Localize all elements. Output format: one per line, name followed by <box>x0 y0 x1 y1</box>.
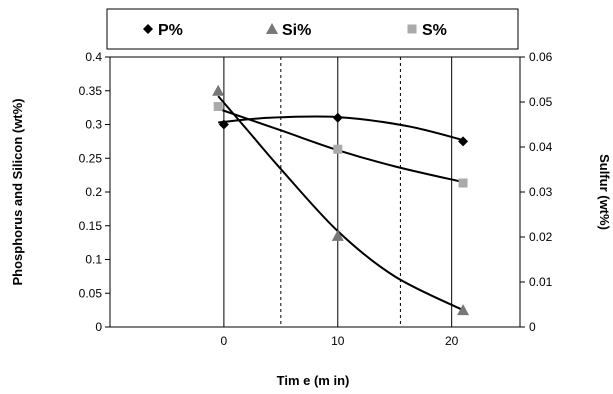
left-tick-label: 0.35 <box>79 84 103 98</box>
left-tick-label: 0.05 <box>79 286 103 300</box>
y2-axis-title: Sulfur (wt%) <box>597 154 612 230</box>
left-tick-label: 0.1 <box>85 253 102 267</box>
series-1-point <box>458 136 469 147</box>
legend: P% Si% S% <box>106 8 519 50</box>
series-2-line <box>217 95 464 312</box>
series-2-point <box>212 84 225 96</box>
left-axis-ticks: 0 0.05 0.1 0.15 0.2 0.25 0.3 0.35 0.4 <box>79 50 110 334</box>
left-tick-label: 0 <box>95 320 102 334</box>
x-tick-label: 20 <box>445 334 459 348</box>
left-tick-label: 0.4 <box>85 50 102 64</box>
gridlines <box>223 57 453 327</box>
plot-area-frame <box>109 56 521 328</box>
series-2 <box>212 84 470 316</box>
series-1-line <box>218 115 464 141</box>
x-tick-label: 0 <box>221 334 228 348</box>
series-1 <box>218 112 469 147</box>
legend-label-2: Si% <box>282 22 311 39</box>
left-tick-label: 0.2 <box>85 185 102 199</box>
series-1-point <box>218 119 229 130</box>
series-1-point <box>332 112 343 123</box>
left-tick-label: 0.3 <box>85 118 102 132</box>
series-2-point <box>457 304 470 316</box>
left-tick-label: 0.25 <box>79 151 103 165</box>
right-tick-label: 0.05 <box>529 95 553 109</box>
right-tick-label: 0.02 <box>529 230 553 244</box>
left-tick-label: 0.15 <box>79 219 103 233</box>
y-axis-title: Phosphorus and Silicon (wt%) <box>10 98 25 285</box>
x-axis-ticks: 0 10 20 <box>221 334 459 348</box>
x-tick-label: 10 <box>331 334 345 348</box>
legend-label-3: S% <box>422 22 447 39</box>
series-2-point <box>331 229 344 241</box>
right-axis-ticks: 0 0.01 0.02 0.03 0.04 0.05 0.06 <box>520 50 553 334</box>
series-3-point <box>458 178 468 188</box>
legend-marker-1 <box>143 24 153 34</box>
legend-items: P% Si% S% <box>143 22 447 39</box>
right-tick-label: 0 <box>529 320 536 334</box>
right-tick-label: 0.04 <box>529 140 553 154</box>
legend-marker-2 <box>266 23 278 34</box>
right-tick-label: 0.06 <box>529 50 553 64</box>
right-tick-label: 0.01 <box>529 275 553 289</box>
x-axis-title: Tim e (m in) <box>277 373 350 388</box>
right-tick-label: 0.03 <box>529 185 553 199</box>
series-3 <box>213 102 468 188</box>
legend-box <box>106 8 519 50</box>
series-3-point <box>333 144 343 154</box>
legend-marker-3 <box>407 24 417 34</box>
legend-label-1: P% <box>158 22 183 39</box>
series-3-point <box>213 102 223 111</box>
series-layer <box>212 84 470 316</box>
